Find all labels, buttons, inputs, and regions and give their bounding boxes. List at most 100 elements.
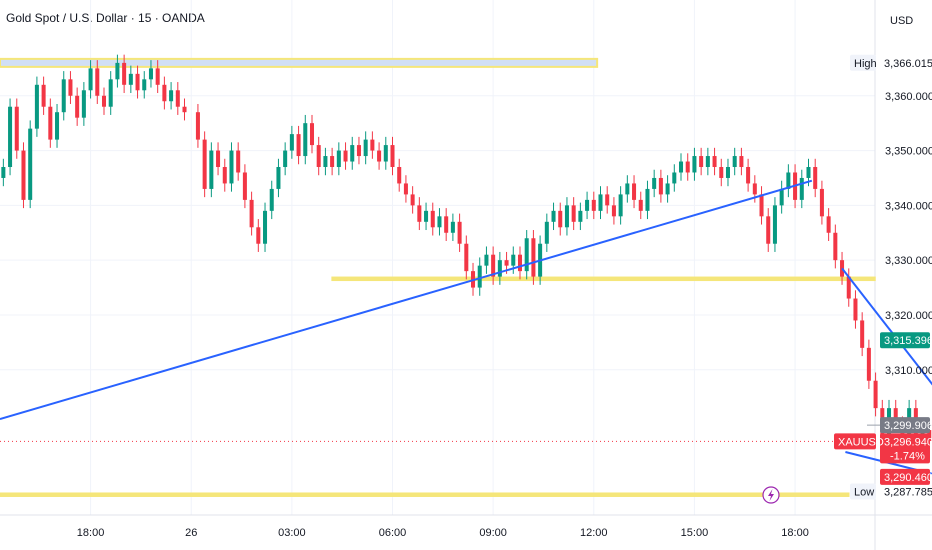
candle-body	[14, 106, 19, 151]
price-tag-value: 3,366.015	[884, 58, 932, 70]
candle-body	[424, 210, 429, 222]
ascending-trendline[interactable]	[0, 179, 813, 421]
candle-body	[108, 79, 113, 107]
candle-body	[303, 123, 308, 157]
candle-body	[21, 150, 26, 200]
candle-body	[658, 177, 663, 195]
candle-body	[169, 90, 174, 102]
candle-body	[95, 68, 100, 96]
candle-body	[578, 210, 583, 222]
price-tag-plain[interactable]: 3,287.785 Low	[850, 483, 932, 500]
price-tag-value: 3,287.785	[884, 487, 932, 499]
support-line-low[interactable]	[0, 492, 850, 497]
candle-body	[638, 199, 643, 211]
wedge-upper-line[interactable]	[841, 267, 932, 479]
candle-body	[276, 167, 281, 189]
candle-body	[893, 408, 898, 425]
chart-title: Gold Spot / U.S. Dollar · 15 · OANDA	[6, 11, 205, 25]
currency-label[interactable]: USD	[890, 15, 913, 27]
drawing-lines[interactable]	[0, 179, 932, 485]
price-tag-bg	[880, 468, 930, 485]
time-tick-label: 09:00	[479, 527, 507, 539]
candle-body	[564, 205, 569, 228]
candle-body	[497, 260, 502, 277]
candle-body	[216, 150, 221, 168]
candle-body	[370, 139, 375, 151]
price-tag-label: High	[854, 58, 877, 70]
support-zone-mid[interactable]	[331, 276, 876, 282]
price-tag-plain[interactable]: 3,366.015 High	[850, 54, 932, 71]
replay-lightning-icon[interactable]	[762, 486, 780, 504]
candle-body	[263, 210, 268, 244]
candle-body	[611, 205, 616, 217]
price-tag-label: XAUUSD	[838, 436, 884, 448]
candle-body	[41, 84, 46, 107]
candle-body	[457, 221, 462, 244]
candle-body	[48, 106, 53, 140]
price-tag-green[interactable]: 3,315.396	[880, 332, 932, 349]
candle-body	[511, 254, 516, 266]
candle-body	[390, 145, 395, 168]
time-axis[interactable]: 18:00 26 03:00 06:00 09:00 12:00 15:00 18:00	[77, 527, 809, 539]
price-tag-bg	[880, 433, 930, 464]
candle-body	[444, 216, 449, 233]
candle-body	[122, 62, 127, 85]
candle-body	[772, 205, 777, 244]
time-tick-label: 18:00	[77, 527, 105, 539]
price-tag-red[interactable]: 3,290.460	[880, 468, 932, 485]
candle-body	[531, 238, 536, 277]
time-tick-label: 18:00	[781, 527, 809, 539]
candle-body	[128, 73, 133, 85]
candle-body	[316, 145, 321, 168]
candle-body	[504, 260, 509, 266]
price-tag-change: -1.74%	[890, 450, 925, 462]
price-tag-value: 3,296.940	[884, 436, 932, 448]
candle-body	[148, 68, 153, 80]
price-axis[interactable]: 3,360.000 3,350.000 3,340.000 3,330.000 3,32…	[834, 54, 932, 500]
price-tag-label-bg	[850, 483, 876, 500]
candle-body	[625, 183, 630, 195]
candle-body	[725, 167, 730, 178]
price-tick-label: 3,310.000	[885, 365, 932, 377]
candle-body	[81, 90, 86, 118]
candle-body	[1, 167, 6, 178]
price-tick-label: 3,350.000	[885, 146, 932, 158]
candle-body	[491, 254, 496, 277]
price-tag-value: 3,299.906	[884, 420, 932, 432]
price-tag-grey[interactable]: 3,299.906	[880, 417, 932, 434]
time-tick-label: 06:00	[379, 527, 407, 539]
candle-body	[450, 221, 455, 233]
price-tick-label: 3,330.000	[885, 255, 932, 267]
candle-body	[826, 216, 831, 233]
candle-body	[692, 156, 697, 173]
candle-body	[309, 123, 315, 146]
price-tick-label: 3,340.000	[885, 200, 932, 212]
candle-body	[819, 188, 824, 217]
candle-body	[719, 167, 724, 178]
price-tag-red[interactable]: 3,296.940 -1.74% XAUUSD	[834, 433, 932, 464]
candle-body	[195, 112, 200, 140]
candle-body	[652, 177, 657, 189]
resistance-zone-high[interactable]	[0, 57, 599, 68]
price-tag-value: 3,315.396	[884, 335, 932, 347]
candle-body	[8, 106, 13, 168]
candle-body	[806, 167, 811, 178]
candle-body	[605, 194, 610, 206]
long-position-tool[interactable]	[0, 424, 932, 442]
candle-body	[55, 112, 60, 140]
candle-body	[813, 167, 818, 189]
candle-body	[115, 62, 120, 80]
candle-body	[28, 128, 33, 200]
candle-body	[685, 161, 690, 173]
candle-body	[551, 210, 556, 222]
wedge-lower-line[interactable]	[845, 451, 932, 485]
candle-body	[524, 238, 529, 272]
candle-body	[846, 276, 851, 299]
candle-body	[142, 79, 147, 91]
candle-body	[672, 172, 677, 184]
candle-body	[283, 150, 288, 168]
time-tick-label: 12:00	[580, 527, 608, 539]
candle-body	[712, 156, 717, 168]
candle-body	[665, 183, 670, 195]
